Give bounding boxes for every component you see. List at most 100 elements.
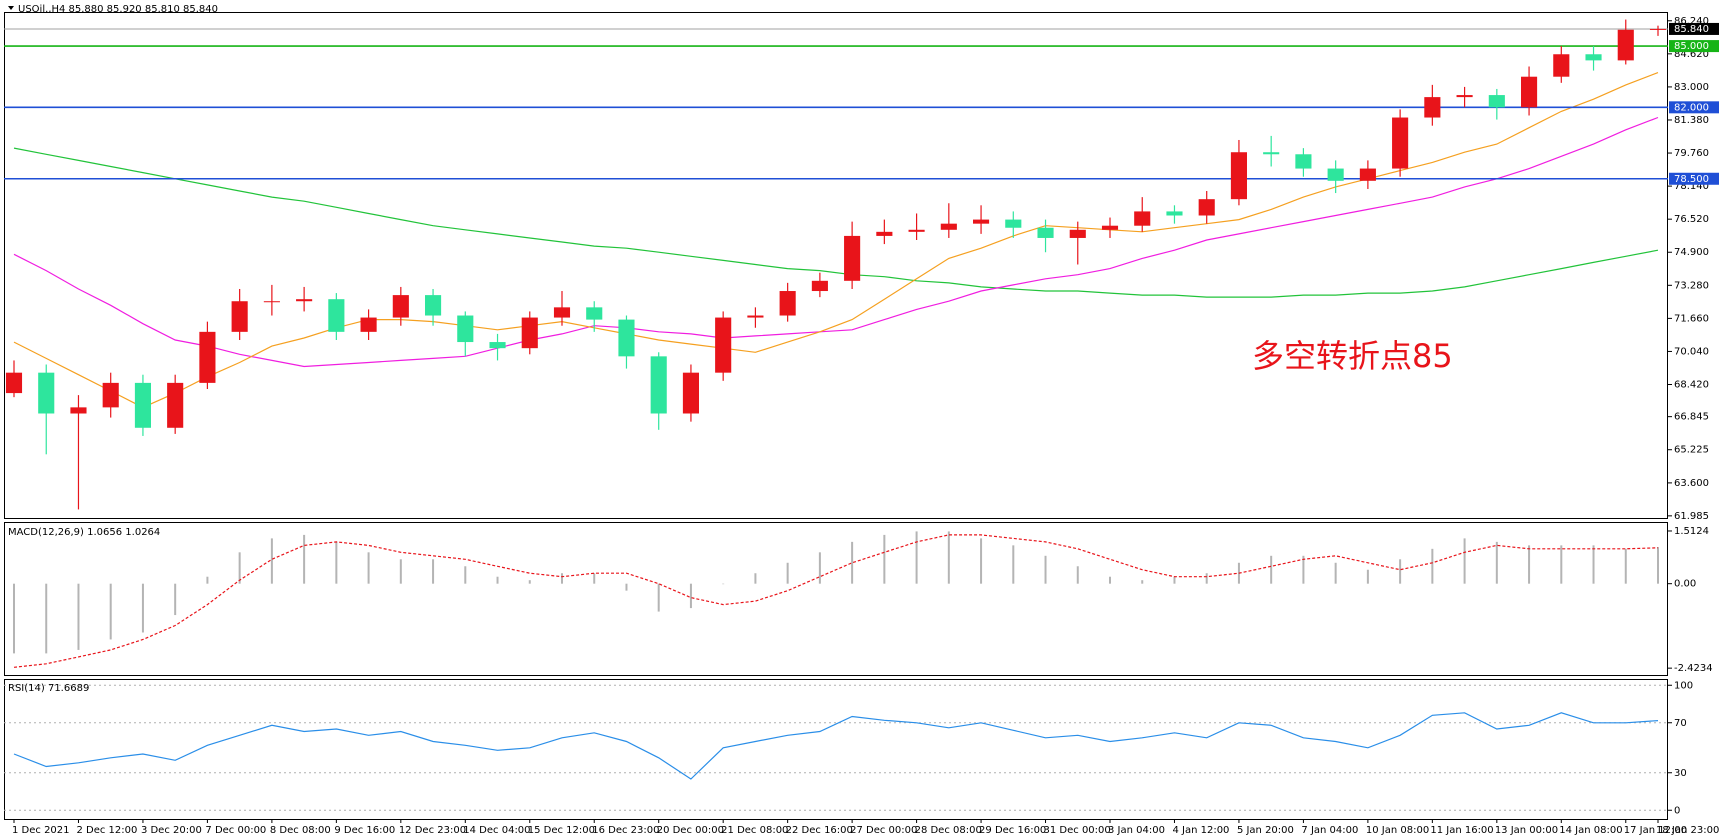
macd-bar	[45, 583, 48, 654]
price-label: 85.840	[1674, 24, 1709, 35]
y-tick-label: 86.240	[1674, 16, 1709, 27]
candle-body	[457, 315, 474, 343]
x-tick-label: 12 Dec 23:00	[399, 825, 466, 836]
macd-bar	[367, 552, 370, 584]
macd-bar	[399, 559, 402, 584]
y-tick-label: 83.000	[1674, 82, 1709, 93]
candle-body	[296, 299, 313, 302]
candle-body	[1005, 219, 1022, 228]
macd-bar	[77, 583, 80, 650]
macd-bar	[561, 573, 563, 584]
y-tick-label: 100	[1674, 680, 1693, 691]
macd-bar	[1205, 573, 1208, 584]
macd-bar	[851, 541, 854, 584]
candle-body	[1327, 168, 1344, 181]
macd-bar	[625, 583, 628, 591]
x-tick-label: 1 Dec 2021	[12, 825, 70, 836]
moving-average	[13, 116, 1659, 368]
y-tick-label: 68.420	[1674, 380, 1709, 391]
moving-average	[13, 147, 1659, 298]
y-tick-label: 84.620	[1674, 49, 1709, 60]
y-tick-label: 70.040	[1674, 346, 1709, 357]
macd-bar	[335, 541, 338, 584]
macd-panel	[4, 522, 1668, 676]
candle-body	[1424, 97, 1441, 118]
macd-bar	[1109, 576, 1111, 584]
macd-bar	[915, 531, 918, 584]
macd-bar	[980, 538, 983, 584]
macd-bar	[657, 583, 660, 612]
x-tick-label: 4 Jan 12:00	[1172, 825, 1229, 836]
candle-body	[360, 317, 377, 332]
y-tick-label: 76.520	[1674, 214, 1709, 225]
candle-body	[1263, 152, 1280, 155]
rsi-panel	[4, 679, 1668, 820]
y-tick-label: 74.900	[1674, 247, 1709, 258]
macd-bar	[1012, 545, 1015, 584]
macd-bar	[1560, 545, 1563, 584]
macd-bar	[13, 583, 15, 654]
candle-body	[1230, 152, 1247, 200]
candle-body	[844, 235, 861, 281]
rsi-label: RSI(14) 71.6689	[8, 683, 89, 694]
macd-bar	[1592, 545, 1595, 584]
x-tick-label: 18 Jan 23:00	[1656, 825, 1719, 836]
candle-body	[167, 382, 184, 428]
x-tick-label: 5 Jan 20:00	[1237, 825, 1294, 836]
y-tick-label: 63.600	[1674, 478, 1709, 489]
candle-body	[425, 295, 442, 316]
x-tick-label: 28 Dec 08:00	[915, 825, 982, 836]
y-tick-label: 78.140	[1674, 181, 1709, 192]
y-tick-label: 61.985	[1674, 511, 1709, 522]
macd-bar	[593, 573, 596, 584]
candle-body	[1166, 211, 1183, 216]
macd-bar	[1624, 548, 1627, 584]
candle-body	[779, 291, 796, 316]
candle-body	[715, 317, 732, 373]
macd-bar	[1528, 545, 1531, 584]
candle-body	[1585, 54, 1602, 61]
macd-bar	[238, 552, 241, 584]
candle-body	[811, 280, 828, 292]
x-tick-label: 2 Dec 12:00	[76, 825, 137, 836]
candle-body	[392, 295, 409, 318]
candle-body	[521, 317, 538, 349]
x-tick-label: 15 Dec 12:00	[528, 825, 595, 836]
y-tick-label: 79.760	[1674, 148, 1709, 159]
x-tick-label: 16 Dec 23:00	[592, 825, 659, 836]
x-tick-label: 17 Jan 12:00	[1624, 825, 1687, 836]
candle-body	[231, 301, 248, 332]
y-tick-label: 65.225	[1674, 445, 1709, 456]
x-tick-label: 14 Jan 08:00	[1559, 825, 1622, 836]
candle-body	[1617, 29, 1634, 61]
x-tick-label: 14 Dec 04:00	[463, 825, 530, 836]
candle-body	[1521, 76, 1538, 108]
candle-body	[747, 315, 764, 318]
macd-bar	[1495, 541, 1498, 584]
chart-title: USOil.,H4 85.880 85.920 85.810 85.840	[18, 4, 218, 15]
x-tick-label: 31 Dec 00:00	[1044, 825, 1111, 836]
moving-average	[13, 72, 1659, 409]
macd-bar	[1173, 576, 1176, 584]
y-tick-label: 71.660	[1674, 313, 1709, 324]
candle-body	[1488, 95, 1505, 108]
macd-bar	[786, 562, 789, 584]
x-tick-label: 27 Dec 00:00	[850, 825, 917, 836]
candle-body	[38, 372, 55, 414]
annotation: 多空转折点85	[1252, 337, 1453, 375]
candle-body	[1359, 168, 1376, 181]
rsi-line	[13, 712, 1659, 780]
candle-body	[1553, 54, 1570, 77]
x-tick-label: 29 Dec 16:00	[979, 825, 1046, 836]
symbol-menu-icon[interactable]	[8, 6, 14, 10]
macd-bar	[528, 580, 531, 584]
candle-body	[328, 299, 345, 332]
candle-body	[489, 342, 506, 349]
y-tick-label: 0.00	[1674, 579, 1696, 590]
price-panel	[4, 12, 1668, 519]
price-label-box	[1669, 22, 1719, 35]
candle-body	[1101, 225, 1119, 230]
candle-body	[1069, 229, 1086, 238]
x-tick-label: 9 Dec 16:00	[334, 825, 395, 836]
y-tick-label: 81.380	[1674, 115, 1709, 126]
